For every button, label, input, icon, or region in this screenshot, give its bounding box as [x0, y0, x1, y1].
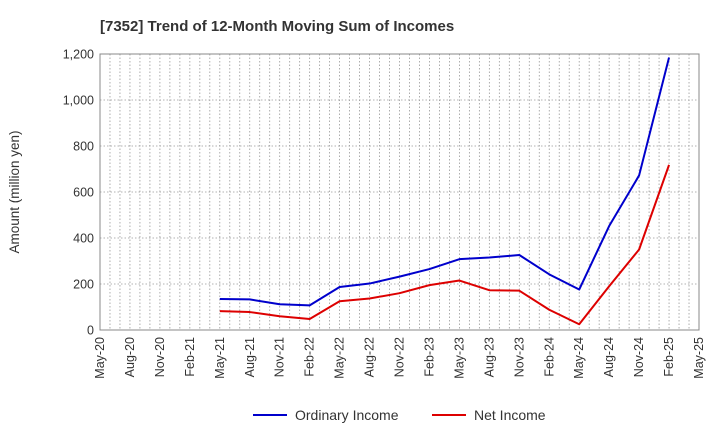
y-axis-label: Amount (million yen): [7, 130, 22, 253]
legend-label-ordinary-income: Ordinary Income: [295, 407, 399, 423]
plot-frame: [99, 53, 700, 331]
legend-label-net-income: Net Income: [474, 407, 546, 423]
x-tick-label: Aug-21: [243, 337, 257, 377]
x-tick-label: May-23: [452, 337, 466, 379]
x-tick-label: Nov-20: [153, 337, 167, 377]
x-tick-label: Aug-24: [602, 337, 616, 377]
y-tick-label: 0: [87, 324, 94, 338]
y-tick-label: 1,000: [63, 94, 94, 108]
y-tick-label: 600: [73, 186, 94, 200]
x-tick-label: May-20: [93, 337, 107, 379]
x-tick-label: Nov-24: [632, 337, 646, 377]
series-lines: [219, 57, 671, 326]
series-line-net-income: [219, 164, 670, 326]
x-tick-label: Feb-25: [662, 337, 676, 377]
x-tick-label: Aug-20: [123, 337, 137, 377]
x-tick-label: May-24: [572, 337, 586, 379]
grid: [100, 53, 699, 330]
y-tick-label: 800: [73, 140, 94, 154]
y-ticks: 0 200 400 600 800 1,000 1,200: [63, 48, 94, 338]
x-tick-label: Feb-21: [183, 337, 197, 377]
x-tick-label: Feb-24: [542, 337, 556, 377]
x-tick-label: Aug-23: [482, 337, 496, 377]
x-tick-label: Nov-23: [512, 337, 526, 377]
x-tick-label: Aug-22: [363, 337, 377, 377]
x-tick-label: May-25: [692, 337, 706, 379]
x-tick-label: May-21: [213, 337, 227, 379]
chart-title: [7352] Trend of 12-Month Moving Sum of I…: [100, 18, 454, 35]
x-tick-label: Feb-22: [303, 337, 317, 377]
legend: Ordinary Income Net Income: [253, 407, 546, 423]
x-tick-label: May-22: [333, 337, 347, 379]
y-tick-label: 200: [73, 278, 94, 292]
x-tick-label: Nov-22: [393, 337, 407, 377]
x-ticks: May-20 Aug-20 Nov-20 Feb-21 May-21 Aug-21 Nov-…: [93, 337, 706, 379]
y-tick-label: 1,200: [63, 48, 94, 62]
series-line-ordinary-income: [219, 57, 671, 307]
x-tick-label: Nov-21: [273, 337, 287, 377]
x-tick-label: Feb-23: [422, 337, 436, 377]
y-tick-label: 400: [73, 232, 94, 246]
